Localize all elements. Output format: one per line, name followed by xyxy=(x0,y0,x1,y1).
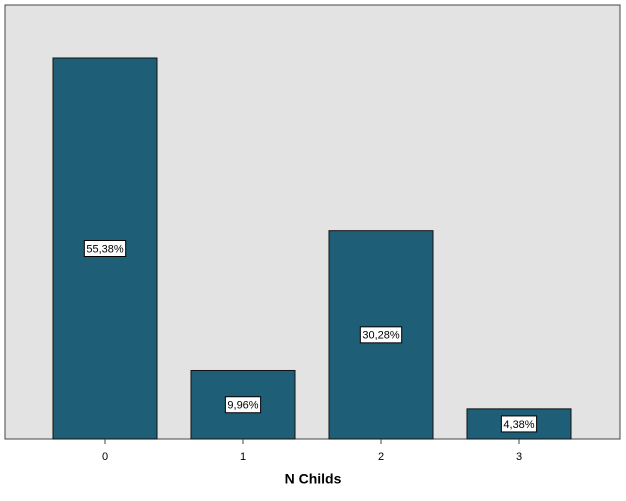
value-label-box xyxy=(224,396,262,414)
x-tick-label: 0 xyxy=(102,451,108,463)
value-label: 9,96% xyxy=(227,400,258,412)
value-label-box xyxy=(359,326,403,344)
value-label: 55,38% xyxy=(86,243,124,255)
value-label: 30,28% xyxy=(362,330,400,342)
x-tick-label: 3 xyxy=(516,451,522,463)
x-tick-label: 1 xyxy=(240,451,246,463)
value-label-box xyxy=(500,415,538,433)
x-tick-label: 2 xyxy=(378,451,384,463)
value-label: 4,38% xyxy=(503,419,534,431)
value-label-box xyxy=(83,240,127,257)
x-axis-label: N Childs xyxy=(285,471,342,487)
